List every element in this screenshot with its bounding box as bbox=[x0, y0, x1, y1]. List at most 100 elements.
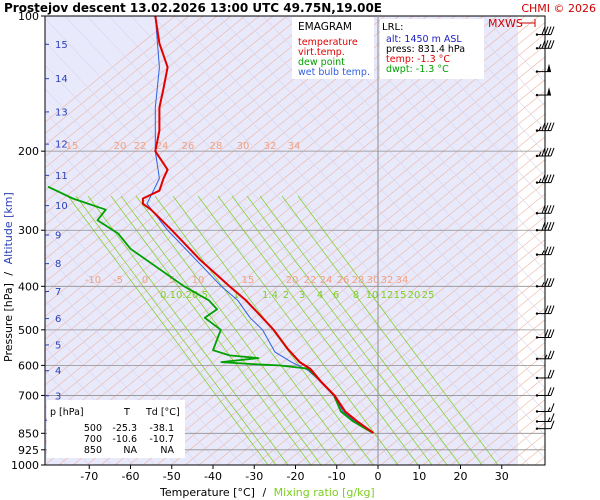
y-tick-label: 600 bbox=[18, 359, 39, 372]
wind-barb-full bbox=[550, 420, 555, 429]
mixing-ratio-label: 3 bbox=[299, 290, 305, 301]
altitude-tick-label: 14 bbox=[55, 74, 68, 85]
wind-barb-full bbox=[550, 205, 555, 214]
wind-barb bbox=[535, 369, 555, 380]
isotherm-label: -5 bbox=[113, 275, 123, 286]
dry-adiabat-line bbox=[45, 16, 428, 329]
table-cell: 500 bbox=[84, 423, 102, 434]
moist-adiabat-line bbox=[306, 16, 545, 271]
isotherm-label: 34 bbox=[288, 141, 301, 152]
sounding-profiles bbox=[47, 16, 375, 434]
x-tick-label: 10 bbox=[412, 470, 426, 483]
legend-item-temperature: temperature bbox=[298, 37, 358, 48]
dry-adiabat-line bbox=[198, 182, 545, 465]
dry-adiabat-line bbox=[45, 16, 526, 409]
isotherm-label: 30 bbox=[367, 275, 380, 286]
isotherm-labels: 15 20 22 24 26 28 30 32 34-10 -5 0 5 10 15 20 22 24 26 28 3… bbox=[66, 141, 409, 286]
wind-barb-full bbox=[550, 403, 555, 412]
isotherm-label: 15 bbox=[242, 275, 255, 286]
lrl-temp: temp: -1.3 °C bbox=[386, 54, 450, 65]
moist-adiabat-line bbox=[45, 229, 266, 465]
dry-adiabat-line bbox=[184, 170, 545, 465]
mixing-ratio-line bbox=[110, 195, 312, 465]
dry-adiabat-line bbox=[352, 307, 545, 465]
table-cell: NA bbox=[123, 445, 137, 456]
mixing-ratio-line bbox=[281, 195, 483, 465]
mixing-ratio-label: 0.1 bbox=[160, 290, 176, 301]
mixing-ratio-label: 15 bbox=[394, 290, 407, 301]
isotherm-label: 22 bbox=[304, 275, 317, 286]
wind-barb-full bbox=[550, 387, 555, 396]
wind-barb bbox=[535, 403, 555, 413]
moist-adiabat-line bbox=[45, 252, 244, 465]
mixing-ratio-line bbox=[197, 195, 399, 465]
table-cell: -25.3 bbox=[112, 423, 137, 434]
y-tick-label: 100 bbox=[18, 10, 39, 23]
altitude-tick-label: 6 bbox=[55, 314, 61, 325]
wind-barb-base bbox=[535, 376, 539, 380]
dry-adiabat-line bbox=[45, 16, 288, 214]
wind-barbs bbox=[519, 19, 555, 430]
wind-barb-full bbox=[550, 246, 555, 255]
wind-barb-base bbox=[535, 394, 539, 397]
wind-barb-pennant bbox=[547, 63, 551, 72]
moist-adiabat-line bbox=[45, 370, 134, 465]
dry-adiabat-line bbox=[324, 285, 545, 465]
moist-adiabat-line bbox=[284, 16, 545, 295]
y-tick-label: 200 bbox=[18, 145, 39, 158]
moist-adiabat-line bbox=[262, 16, 545, 318]
dry-adiabat-line bbox=[45, 16, 358, 272]
dry-adiabat-line bbox=[45, 22, 545, 432]
x-axis-title: Temperature [°C] / Mixing ratio [g/kg] bbox=[159, 486, 375, 499]
wind-barb-full bbox=[550, 147, 555, 157]
lrl-title: LRL: bbox=[382, 22, 403, 33]
wind-barb-full bbox=[550, 222, 555, 231]
wind-barb-base bbox=[535, 47, 539, 50]
wind-barb-full bbox=[550, 413, 555, 422]
dry-adiabat-line bbox=[450, 387, 545, 465]
mixing-ratio-label: 10 bbox=[366, 290, 379, 301]
moist-adiabat-line bbox=[174, 16, 545, 412]
dry-adiabat-line bbox=[45, 16, 176, 123]
table-cell: -38.1 bbox=[149, 423, 174, 434]
mixing-ratio-line bbox=[67, 195, 269, 465]
altitude-tick-label: 7 bbox=[55, 287, 61, 298]
isotherm-label: 5 bbox=[169, 275, 175, 286]
mixing-ratio-label: 2 bbox=[283, 290, 289, 301]
dry-adiabat-line bbox=[45, 16, 484, 374]
table-header-td: Td [°C] bbox=[145, 407, 180, 418]
dry-adiabat-line bbox=[45, 16, 232, 169]
moist-adiabat-line bbox=[108, 16, 530, 465]
mixing-ratio-line bbox=[87, 195, 289, 465]
mixing-ratio-label: 1.4 bbox=[262, 290, 278, 301]
background-grid-lines bbox=[45, 16, 545, 465]
wind-barb-full bbox=[547, 246, 552, 255]
moist-adiabat-line bbox=[64, 16, 486, 465]
wind-barb-full bbox=[547, 222, 552, 231]
mixing-ratio-label: 6 bbox=[333, 290, 339, 301]
wind-barb-full bbox=[547, 122, 552, 131]
mixing-ratio-label: 25 bbox=[422, 290, 435, 301]
lrl-press: press: 831.4 hPa bbox=[386, 44, 465, 55]
moist-adiabat-line bbox=[45, 299, 200, 465]
dry-adiabat-line bbox=[45, 16, 498, 386]
moist-adiabat-line bbox=[45, 64, 420, 465]
wind-barb-full bbox=[550, 26, 555, 35]
wind-barb-full bbox=[547, 205, 552, 214]
moist-adiabat-line bbox=[45, 88, 398, 465]
moist-adiabat-line bbox=[45, 111, 376, 465]
altitude-tick-label: 9 bbox=[55, 231, 61, 242]
x-tick-label: -50 bbox=[163, 470, 181, 483]
moist-adiabat-line bbox=[45, 182, 310, 465]
wind-barb-full bbox=[547, 369, 552, 379]
lrl-dwpt: dwpt: -1.3 °C bbox=[386, 64, 449, 75]
dry-adiabat-line bbox=[45, 16, 218, 157]
altitude-tick-label: 4 bbox=[55, 366, 61, 377]
legend-item-virt-temp: virt.temp. bbox=[298, 47, 345, 58]
wind-barb-full bbox=[550, 369, 555, 379]
wind-barb-base bbox=[535, 410, 539, 413]
moist-adiabat-line bbox=[394, 16, 545, 177]
dry-adiabat-line bbox=[310, 273, 545, 465]
isotherm-label: 34 bbox=[396, 275, 409, 286]
dry-adiabat-line bbox=[240, 216, 545, 465]
